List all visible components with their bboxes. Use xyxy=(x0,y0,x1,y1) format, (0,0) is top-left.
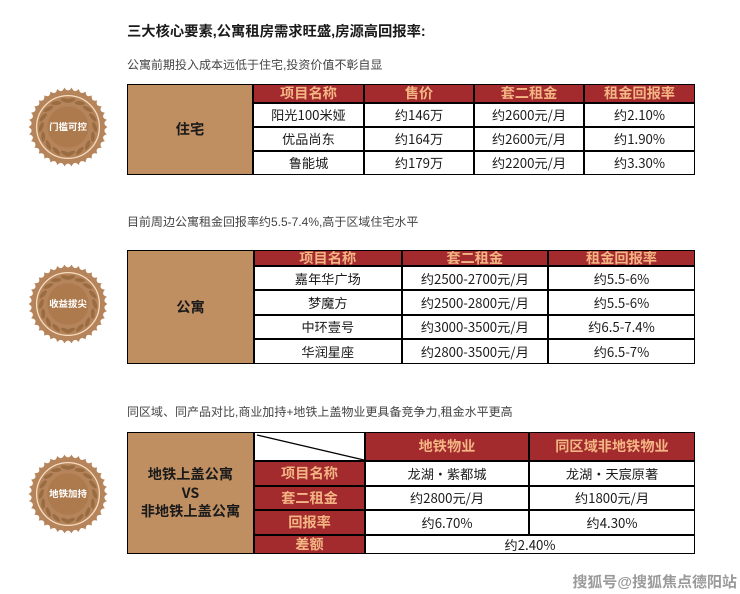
svg-text:收益拔尖: 收益拔尖 xyxy=(49,296,87,310)
svg-text:地铁加持: 地铁加持 xyxy=(48,486,87,500)
svg-text:门槛可控: 门槛可控 xyxy=(49,119,87,133)
